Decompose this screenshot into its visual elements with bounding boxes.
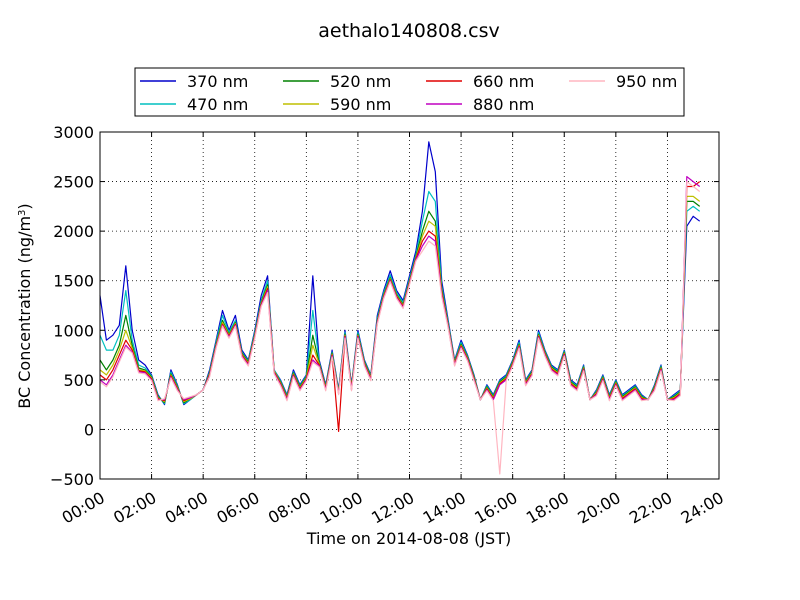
y-axis-title-close: ) bbox=[15, 203, 34, 209]
y-tick-label: 3000 bbox=[53, 123, 94, 142]
y-tick-label: 1000 bbox=[53, 321, 94, 340]
y-axis-title: BC Concentration (ng/m3) bbox=[15, 203, 34, 408]
y-tick-label: 500 bbox=[63, 371, 94, 390]
legend-label-3: 590 nm bbox=[330, 95, 391, 114]
y-tick-label: 1500 bbox=[53, 272, 94, 291]
legend-frame bbox=[134, 67, 685, 117]
legend-label-6: 950 nm bbox=[616, 72, 677, 91]
y-tick-label: −500 bbox=[50, 470, 94, 489]
series-layer bbox=[99, 141, 701, 475]
legend-label-4: 660 nm bbox=[473, 72, 534, 91]
legend-label-5: 880 nm bbox=[473, 95, 534, 114]
y-tick-label: 2000 bbox=[53, 222, 94, 241]
x-axis-title: Time on 2014-08-08 (JST) bbox=[306, 529, 511, 548]
series-line-6 bbox=[99, 181, 701, 475]
legend: 370 nm 470 nm 520 nm 590 nm 660 nm 880 nm 950 … bbox=[134, 67, 685, 117]
chart-title: aethalo140808.csv bbox=[318, 20, 500, 42]
y-axis-title-superscript: 3 bbox=[17, 210, 28, 216]
y-tick-label: 0 bbox=[84, 420, 94, 439]
legend-label-2: 520 nm bbox=[330, 72, 391, 91]
legend-label-0: 370 nm bbox=[187, 72, 248, 91]
legend-label-1: 470 nm bbox=[187, 95, 248, 114]
y-axis: −500 0 500 1000 1500 2000 2500 3000 bbox=[50, 123, 719, 489]
y-axis-title-main: BC Concentration (ng/m bbox=[15, 216, 34, 409]
y-tick-label: 2500 bbox=[53, 173, 94, 192]
